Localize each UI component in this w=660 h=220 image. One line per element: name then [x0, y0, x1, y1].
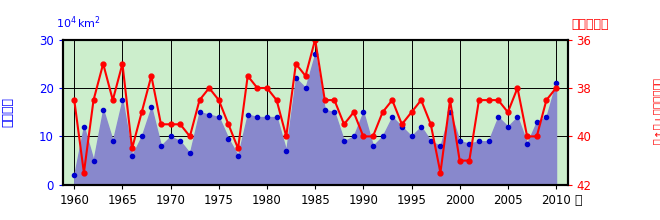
Text: 北緯（度）: 北緯（度） [571, 18, 609, 31]
Text: 年: 年 [574, 194, 581, 207]
Text: 平均面穊: 平均面穊 [1, 97, 15, 127]
Text: $10^4\,\mathrm{km}^2$: $10^4\,\mathrm{km}^2$ [56, 14, 101, 31]
Text: 平均南限位置↑北↓南: 平均南限位置↑北↓南 [651, 79, 660, 146]
